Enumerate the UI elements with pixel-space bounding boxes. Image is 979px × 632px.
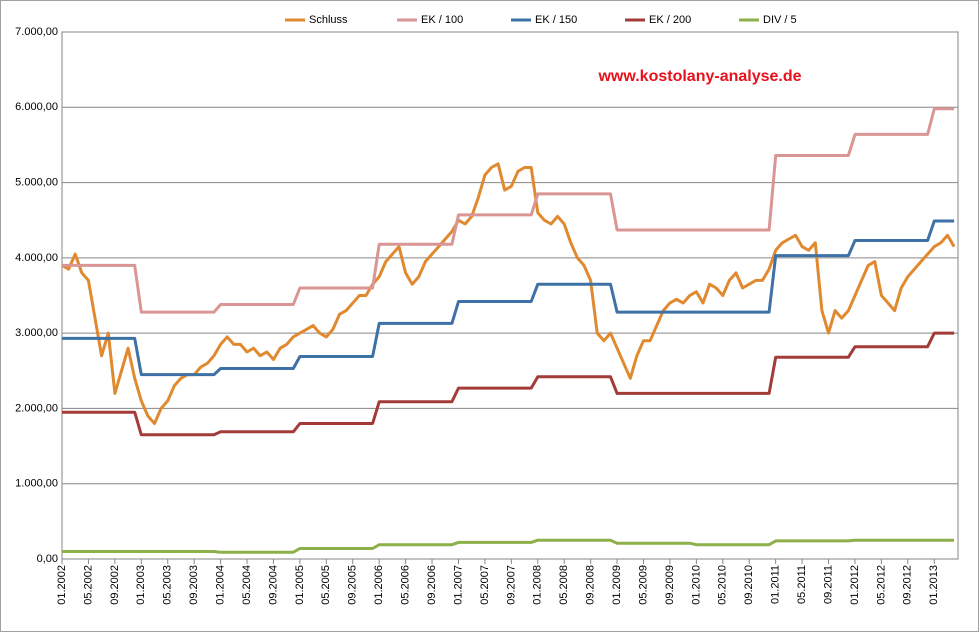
x-tick-label: 05.2009 [637,565,649,605]
series-line [62,219,955,377]
y-tick-label: 2.000,00 [15,402,58,414]
x-tick-label: 05.2008 [558,565,570,605]
y-tick-label: 3.000,00 [15,327,58,339]
x-tick-label: 09.2009 [664,565,676,605]
x-tick-label: 01.2004 [214,565,226,605]
x-tick-label: 01.2010 [690,565,702,605]
x-tick-label: 01.2007 [452,565,464,605]
x-tick-label: 01.2005 [294,565,306,605]
legend-label: Schluss [309,14,348,26]
x-tick-label: 05.2007 [479,565,491,605]
y-tick-label: 1.000,00 [15,478,58,490]
x-tick-label: 01.2003 [135,565,147,605]
x-tick-label: 01.2012 [849,565,861,605]
x-tick-label: 05.2011 [796,565,808,604]
x-tick-label: 09.2008 [585,565,597,605]
x-tick-label: 09.2006 [426,565,438,605]
x-tick-label: 09.2005 [347,565,359,605]
x-tick-label: 05.2003 [162,565,174,605]
series-line [62,538,955,554]
y-tick-label: 5.000,00 [15,176,58,188]
x-tick-label: 01.2006 [373,565,385,605]
series-line [62,331,955,437]
x-tick-label: 09.2003 [188,565,200,605]
y-tick-label: 4.000,00 [15,252,58,264]
x-tick-label: 09.2004 [267,565,279,605]
x-tick-label: 05.2005 [320,565,332,605]
x-tick-label: 05.2002 [82,565,94,605]
x-tick-label: 09.2011 [822,565,834,604]
x-tick-label: 05.2006 [400,565,412,605]
x-tick-label: 09.2002 [109,565,121,605]
series-line [61,162,956,425]
legend-label: EK / 200 [649,14,691,26]
legend-label: EK / 100 [421,14,463,26]
x-tick-label: 01.2008 [532,565,544,605]
y-tick-label: 7.000,00 [15,26,58,38]
series-line [62,107,955,314]
x-tick-label: 09.2012 [902,565,914,605]
x-tick-label: 01.2011 [770,565,782,604]
x-tick-label: 01.2002 [56,565,68,605]
x-tick-label: 05.2004 [241,565,253,605]
y-tick-label: 6.000,00 [15,101,58,113]
y-tick-label: 0,00 [37,553,58,565]
watermark: www.kostolany-analyse.de [597,68,801,85]
x-tick-label: 05.2012 [875,565,887,605]
x-tick-label: 09.2007 [505,565,517,605]
x-tick-label: 01.2013 [928,565,940,605]
x-tick-label: 01.2009 [611,565,623,605]
plot-border [61,31,959,560]
x-tick-label: 05.2010 [717,565,729,605]
legend-label: EK / 150 [535,14,577,26]
x-tick-label: 09.2010 [743,565,755,605]
legend-label: DIV / 5 [763,14,797,26]
